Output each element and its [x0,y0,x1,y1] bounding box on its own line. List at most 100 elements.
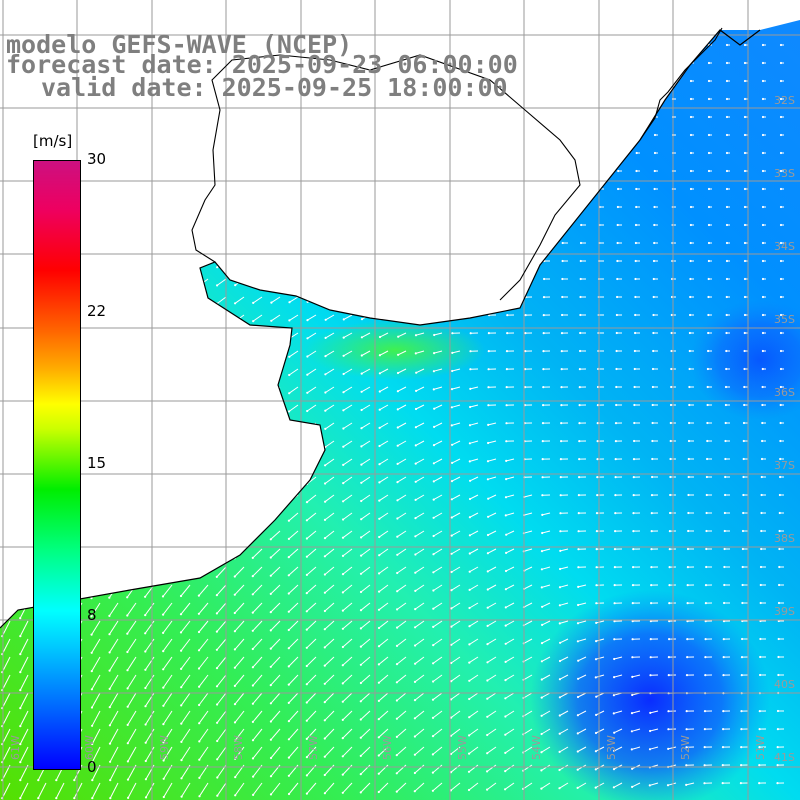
wind-arrow-head [343,190,346,193]
wind-arrow-head [398,44,401,47]
wind-arrow [19,476,29,491]
wind-arrow [342,692,353,703]
wind-arrow-head [306,136,310,139]
wind-arrow-head [179,303,182,306]
wind-arrow [596,620,605,624]
wind-arrow [162,350,173,360]
wind-arrow [325,278,335,284]
wind-arrow [505,728,515,736]
wind-arrow [198,224,209,232]
wind-arrow-head [323,646,326,649]
wind-arrow-head [125,395,128,398]
wind-arrow-head [558,787,561,790]
wind-arrow-head [545,43,548,47]
wind-arrow [162,566,173,579]
wind-arrow-head [288,210,291,213]
wind-arrow-head [504,679,507,682]
wind-arrow-head [306,373,309,376]
wind-arrow [487,458,497,462]
wind-arrow-head [686,602,689,605]
wind-arrow [144,422,155,434]
wind-arrow [306,782,317,794]
wind-arrow [270,620,281,631]
wind-arrow-head [91,742,94,746]
wind-arrow [414,602,425,610]
wind-arrow-head [581,79,584,83]
wind-arrow [469,566,479,573]
wind-arrow [343,386,353,393]
wind-arrow [18,314,29,327]
wind-arrow [380,224,389,228]
wind-arrow-head [689,151,693,155]
wind-arrow-head [542,296,546,299]
wind-arrow [469,656,479,664]
wind-arrow [541,566,551,570]
wind-arrow-head [395,735,398,739]
wind-arrow [198,350,209,360]
wind-arrow-head [343,116,346,119]
wind-arrow [180,296,191,305]
wind-arrow-head [89,195,92,199]
wind-arrow [397,512,407,519]
wind-arrow-head [161,558,164,562]
wind-arrow-head [415,389,418,392]
wind-arrow-head [558,678,562,681]
wind-arrow [433,368,443,372]
wind-arrow-head [414,480,417,483]
wind-arrow-head [396,481,399,484]
wind-arrow-head [741,529,745,533]
wind-arrow [18,422,29,436]
wind-arrow-head [776,728,780,731]
wind-arrow-head [724,457,727,461]
wind-arrow-head [396,316,399,319]
wind-arrow-head [561,295,564,299]
wind-arrow-head [686,547,690,551]
wind-arrow-head [416,152,419,155]
wind-arrow-head [779,331,783,335]
wind-arrow-head [251,411,255,414]
wind-arrow-head [323,573,326,576]
wind-arrow-head [19,617,22,620]
wind-arrow-head [486,606,489,609]
wind-arrow-head [161,358,164,361]
wind-arrow [252,404,263,413]
wind-arrow [360,638,371,647]
wind-arrow-head [397,353,400,356]
wind-arrow [559,728,569,735]
wind-arrow [199,116,209,123]
wind-arrow [397,422,407,428]
wind-arrow-head [323,591,326,594]
wind-arrow-head [759,565,763,569]
wind-arrow [252,710,263,723]
wind-arrow-head [324,409,327,412]
wind-arrow [468,692,479,700]
wind-arrow [163,782,173,798]
wind-arrow [37,782,47,799]
wind-arrow-head [198,120,201,124]
wind-arrow-head [288,301,291,304]
wind-arrow-head [540,642,544,645]
wind-arrow [90,494,101,508]
wind-arrow-head [689,133,693,137]
wind-arrow-head [90,560,93,563]
wind-arrow-head [689,205,693,209]
wind-arrow [217,206,227,214]
wind-arrow-head [468,442,471,445]
wind-arrow [91,674,101,690]
wind-arrow-head [197,430,200,433]
wind-arrow [379,260,389,264]
wind-arrow-head [634,295,637,299]
wind-arrow [216,242,227,250]
wind-arrow-head [653,79,657,83]
wind-arrow-head [252,356,255,359]
wind-arrow-head [0,435,3,438]
wind-arrow-head [652,295,655,299]
wind-arrow-head [776,782,779,785]
wind-arrow-head [689,115,693,119]
wind-arrow [542,530,551,534]
wind-arrow [541,746,551,753]
wind-arrow-head [89,232,92,235]
wind-arrow-head [89,396,92,399]
wind-arrow-head [125,377,128,380]
wind-arrow-head [180,103,183,106]
